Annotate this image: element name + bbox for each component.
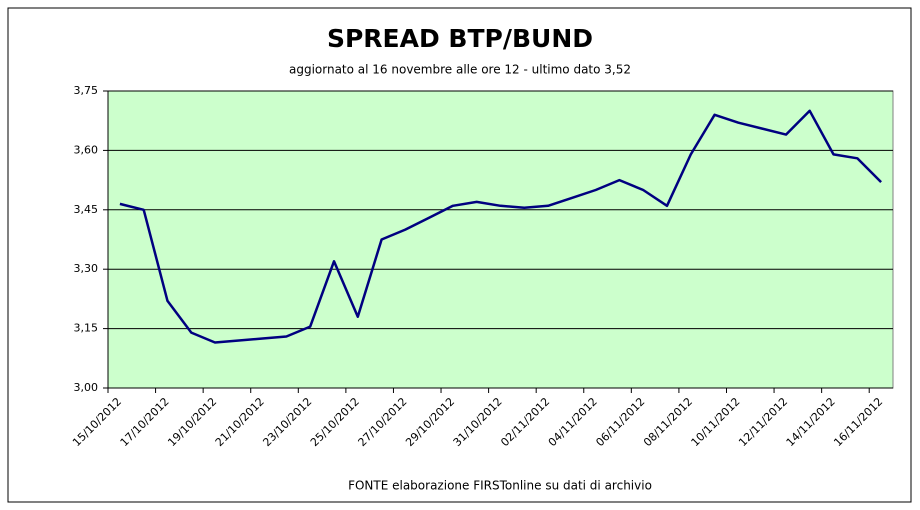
y-tick-label: 3,15 bbox=[74, 322, 99, 335]
y-tick-label: 3,75 bbox=[74, 84, 99, 97]
chart-subtitle: aggiornato al 16 novembre alle ore 12 - … bbox=[289, 63, 631, 77]
y-tick-label: 3,45 bbox=[74, 203, 99, 216]
data-line bbox=[119, 109, 882, 344]
y-tick-label: 3,60 bbox=[74, 143, 99, 156]
chart-title: SPREAD BTP/BUND bbox=[327, 24, 593, 53]
source-note: FONTE elaborazione FIRSTonline su dati d… bbox=[348, 479, 652, 493]
plot-area bbox=[107, 90, 894, 389]
y-tick-label: 3,00 bbox=[74, 381, 99, 394]
y-tick-label: 3,30 bbox=[74, 262, 99, 275]
